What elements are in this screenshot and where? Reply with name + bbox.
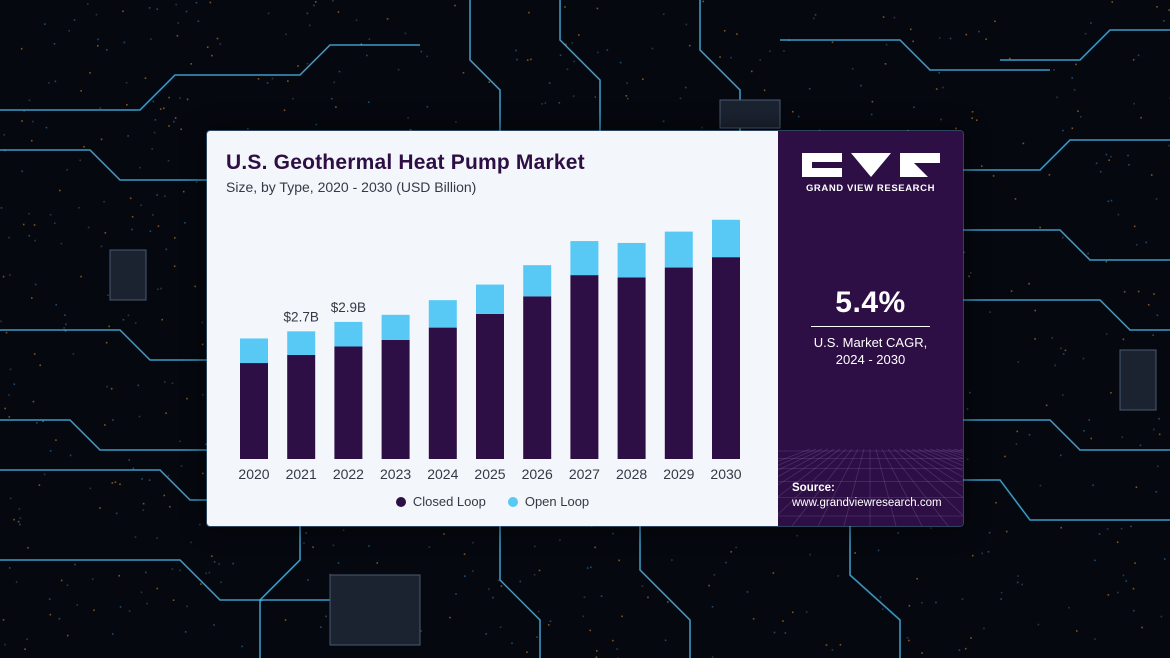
bar-closed-loop-2026: [523, 296, 552, 459]
bar-closed-loop-2024: [428, 327, 457, 459]
cagr-value: 5.4%: [835, 286, 906, 319]
bar-open-loop-2027: [570, 241, 599, 276]
bar-closed-loop-2023: [381, 339, 410, 459]
x-tick-label-2027: 2027: [569, 466, 600, 482]
legend-label-open-loop: Open Loop: [524, 494, 590, 509]
bar-open-loop-2025: [476, 284, 504, 314]
cagr-divider: [811, 326, 930, 327]
legend-item-closed-loop: Closed Loop: [395, 494, 486, 509]
grid-floor-decoration: [778, 448, 963, 526]
brand-name: GRAND VIEW RESEARCH: [805, 183, 936, 194]
x-tick-label-2026: 2026: [522, 466, 553, 482]
chart-title: U.S. Geothermal Heat Pump Market: [226, 151, 585, 174]
x-tick-label-2025: 2025: [474, 466, 505, 482]
bar-open-loop-2024: [428, 300, 457, 328]
legend-swatch-open-loop: [507, 496, 518, 507]
chart-legend: Closed Loop Open Loop: [207, 494, 778, 509]
x-tick-label-2023: 2023: [380, 466, 411, 482]
bar-open-loop-2028: [617, 242, 646, 278]
bar-closed-loop-2029: [664, 267, 693, 459]
legend-swatch-closed-loop: [395, 496, 406, 507]
bar-closed-loop-2020: [240, 363, 268, 459]
infographic-card: U.S. Geothermal Heat Pump Market Size, b…: [207, 131, 963, 526]
bar-open-loop-2022: [334, 321, 363, 347]
bar-chart: 2020 2021 2022 2023 2024 2025 2026 2027 2028 2029…: [238, 219, 742, 482]
chart-subtitle: Size, by Type, 2020 - 2030 (USD Billion): [226, 179, 477, 195]
x-tick-label-2022: 2022: [333, 466, 364, 482]
bar-open-loop-2021: [287, 331, 316, 355]
bar-closed-loop-2030: [712, 257, 740, 459]
x-tick-label-2030: 2030: [710, 466, 741, 482]
bar-open-loop-2030: [712, 219, 740, 258]
x-tick-label-2028: 2028: [616, 466, 647, 482]
bar-open-loop-2020: [240, 338, 268, 364]
bar-open-loop-2029: [664, 231, 693, 268]
data-label-2021: $2.7B: [284, 309, 319, 324]
legend-label-closed-loop: Closed Loop: [412, 494, 486, 509]
chart-panel: U.S. Geothermal Heat Pump Market Size, b…: [207, 131, 778, 526]
legend-item-open-loop: Open Loop: [507, 494, 590, 509]
x-tick-label-2029: 2029: [663, 466, 694, 482]
bar-closed-loop-2025: [476, 313, 504, 459]
data-label-2022: $2.9B: [331, 300, 366, 315]
bar-closed-loop-2022: [334, 346, 363, 459]
x-tick-label-2021: 2021: [286, 466, 317, 482]
source-url: www.grandviewresearch.com: [792, 497, 942, 509]
bar-open-loop-2023: [381, 314, 410, 340]
bar-closed-loop-2028: [617, 277, 646, 459]
x-tick-label-2020: 2020: [238, 466, 269, 482]
bar-open-loop-2026: [523, 265, 552, 297]
bar-closed-loop-2021: [287, 355, 316, 459]
cagr-label: U.S. Market CAGR, 2024 - 2030: [813, 335, 928, 367]
gvr-logo-icon: [802, 153, 940, 177]
x-tick-label-2024: 2024: [427, 466, 458, 482]
bar-closed-loop-2027: [570, 275, 599, 459]
side-panel: GRAND VIEW RESEARCH 5.4% U.S. Market CAG…: [778, 131, 963, 526]
source-label: Source:: [792, 482, 835, 494]
